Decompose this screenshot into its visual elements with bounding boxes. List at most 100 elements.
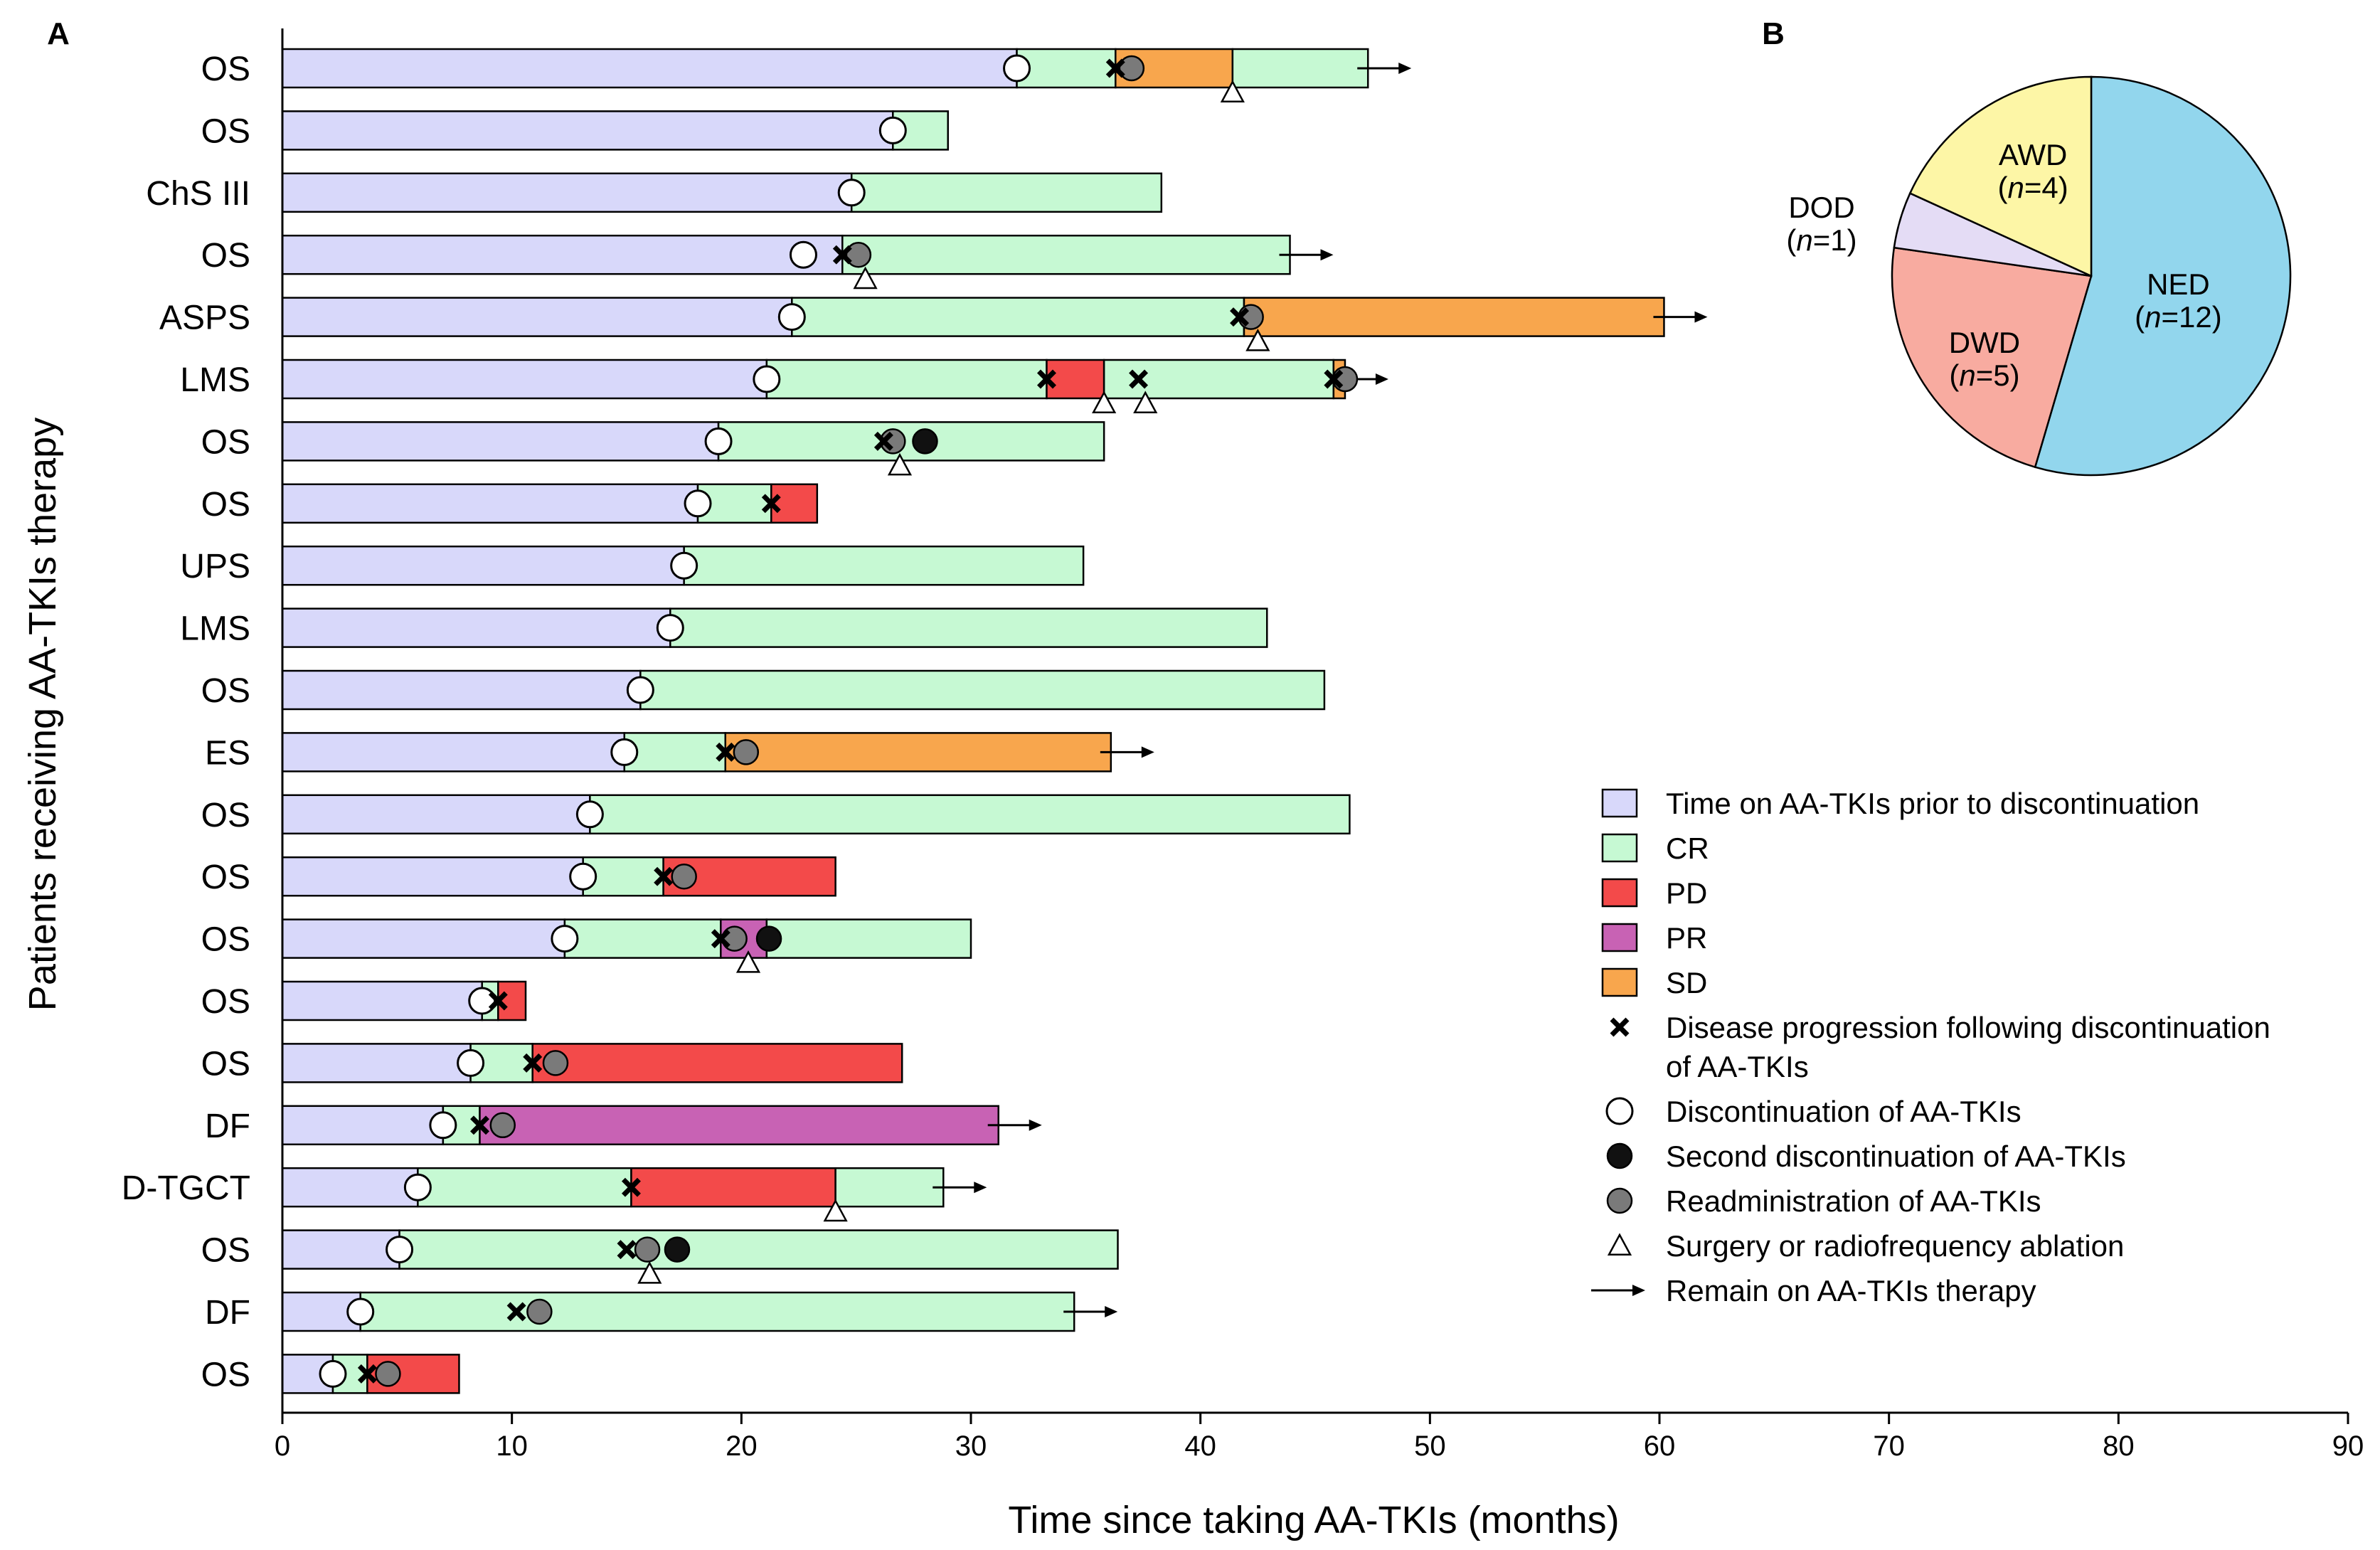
bar-segment-CR — [669, 607, 1268, 648]
bar-segment-on-tki — [281, 359, 768, 400]
bar-segment-SD — [724, 732, 1112, 773]
patient-label: DF — [205, 1108, 250, 1145]
patient-row: OS — [201, 483, 819, 524]
patient-row: OS — [201, 1354, 460, 1394]
x-tick-label: 20 — [726, 1430, 758, 1462]
progression-marker — [621, 1177, 641, 1197]
bar-segment-CR — [834, 1167, 945, 1208]
pie-count-value: =4) — [2024, 171, 2068, 204]
bar-segment-PD — [1046, 359, 1105, 400]
patient-label: OS — [201, 237, 250, 275]
discontinuation-marker — [704, 427, 733, 455]
discontinuation-marker — [386, 1236, 414, 1264]
bar-segment-SD — [1243, 297, 1665, 337]
surgery-marker — [735, 950, 761, 973]
bar-segment-PD — [497, 980, 527, 1021]
panel-a-letter: A — [47, 16, 70, 51]
remain-on-therapy-arrow — [1653, 311, 1708, 323]
patient-label: LMS — [180, 361, 250, 399]
readministration-marker — [489, 1112, 516, 1139]
panel-b-letter: B — [1762, 16, 1785, 51]
patient-label: OS — [201, 1045, 250, 1083]
swimmer-bars: OS OS ChS III OS ASPS LMS OS OS UPS LMS OS ES OS OS OS… — [122, 48, 1708, 1394]
readministration-marker — [1118, 55, 1145, 82]
patient-row: OS — [201, 421, 1105, 476]
legend-swatch-discontinuation — [1605, 1097, 1634, 1125]
legend-label: Readministration of AA-TKIs — [1666, 1184, 2041, 1218]
progression-marker — [470, 1115, 489, 1135]
surgery-marker — [1092, 391, 1117, 413]
discontinuation-marker — [684, 489, 712, 518]
pie-count-var: n — [2145, 300, 2161, 334]
legend-entry-readmin: Readministration of AA-TKIs — [1606, 1184, 2041, 1218]
patient-label: OS — [201, 51, 250, 88]
pie-count-var: n — [2008, 171, 2024, 204]
patient-label: ES — [205, 734, 250, 772]
surgery-marker — [637, 1260, 662, 1284]
discontinuation-marker — [610, 738, 639, 766]
swimmer-legend: Time on AA-TKIs prior to discontinuation… — [1591, 787, 2270, 1307]
progression-marker — [488, 991, 508, 1011]
discontinuation-marker — [878, 116, 907, 144]
readministration-marker — [542, 1050, 569, 1076]
bar-segment-CR — [623, 732, 726, 773]
pie-count-dod: (n=1) — [1786, 223, 1856, 257]
pie-slice-ned — [2034, 75, 2292, 477]
pie-label-awd: AWD — [1999, 138, 2067, 171]
surgery-marker — [1133, 391, 1158, 413]
patient-label: OS — [201, 859, 250, 896]
bar-segment-on-tki — [281, 856, 584, 897]
legend-label: Disease progression following discontinu… — [1666, 1011, 2270, 1044]
progression-marker — [654, 866, 674, 886]
readministration-marker — [375, 1361, 401, 1387]
legend-swatch-second-disc — [1606, 1142, 1633, 1169]
pie-slice-dwd — [1891, 246, 2093, 469]
discontinuation-marker — [789, 240, 817, 269]
patient-label: OS — [201, 797, 250, 834]
remain-on-therapy-arrow — [1063, 1306, 1118, 1317]
bar-segment-CR — [1231, 48, 1369, 89]
legend-swatch-PD — [1601, 878, 1638, 908]
patient-row: OS — [201, 110, 949, 151]
patient-label: OS — [201, 423, 250, 461]
progression-marker — [761, 494, 781, 514]
discontinuation-marker — [626, 676, 654, 704]
patient-label: OS — [201, 921, 250, 959]
bar-segment-on-tki — [281, 421, 720, 462]
bar-segment-CR — [639, 669, 1326, 711]
x-tick-label: 40 — [1184, 1430, 1216, 1462]
x-tick-label: 50 — [1414, 1430, 1446, 1462]
progression-marker — [1037, 369, 1056, 389]
legend-entry-remain: Remain on AA-TKIs therapy — [1591, 1274, 2036, 1307]
patient-row: D-TGCT — [122, 1167, 987, 1222]
legend-label-line2: of AA-TKIs — [1666, 1050, 1809, 1083]
bar-segment-on-tki — [281, 297, 793, 337]
x-tick-label: 0 — [275, 1430, 290, 1462]
bar-segment-on-tki — [281, 1043, 472, 1083]
discontinuation-marker — [403, 1173, 432, 1201]
bar-segment-CR — [1103, 359, 1335, 400]
legend-swatch-surgery — [1607, 1233, 1632, 1256]
patient-label: ASPS — [159, 299, 250, 337]
remain-on-therapy-arrow — [987, 1119, 1042, 1131]
bar-segment-PD — [770, 483, 819, 524]
readministration-marker — [671, 863, 697, 890]
legend-label: CR — [1666, 832, 1709, 865]
second-discontinuation-marker — [755, 925, 782, 952]
discontinuation-marker — [319, 1359, 347, 1388]
second-discontinuation-marker — [664, 1236, 691, 1263]
pie-count-paren: ( — [1949, 359, 1959, 392]
pie-count-ned: (n=12) — [2135, 300, 2222, 334]
patient-label: OS — [201, 983, 250, 1021]
progression-marker — [1129, 369, 1149, 389]
pie-slice-awd — [1908, 75, 2093, 277]
progression-marker — [711, 929, 731, 949]
patient-row: OS — [201, 856, 836, 897]
pie-count-awd: (n=4) — [1998, 171, 2068, 204]
pie-count-value: =12) — [2161, 300, 2221, 334]
surgery-marker — [853, 266, 878, 290]
patient-label: ChS III — [146, 175, 250, 213]
surgery-marker — [1245, 328, 1270, 351]
bar-segment-on-tki — [281, 545, 685, 586]
